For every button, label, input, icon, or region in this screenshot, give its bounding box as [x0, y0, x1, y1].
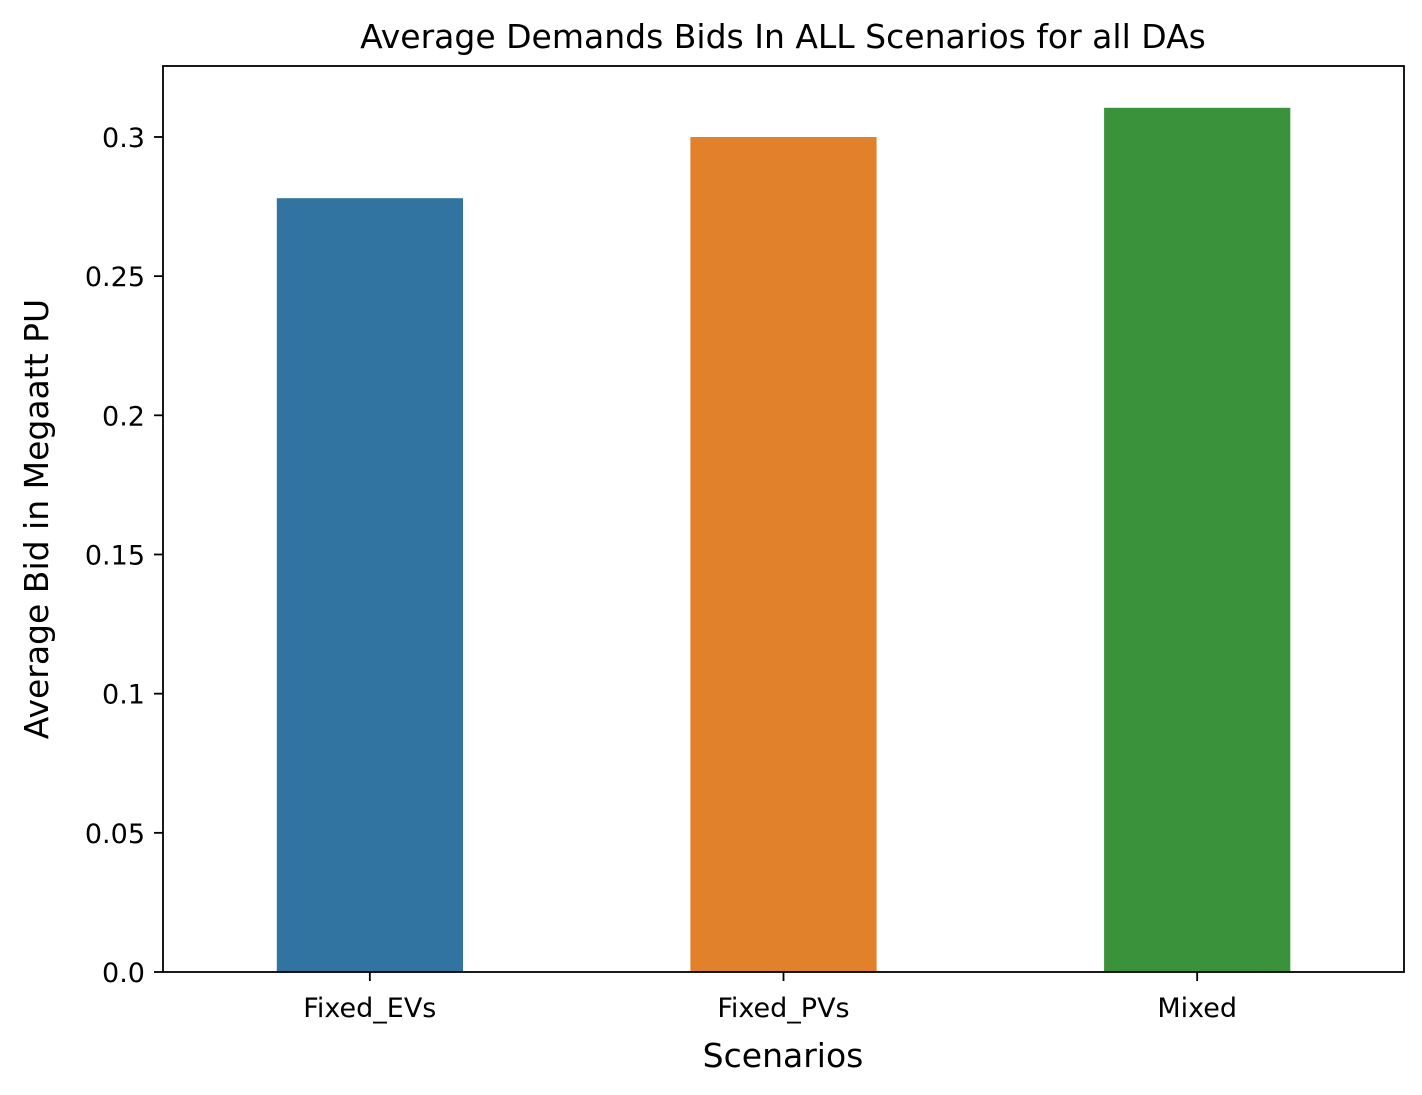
plot-frame [162, 65, 1405, 973]
y-tick-label: 0.2 [102, 401, 145, 432]
bar-fixed-evs [276, 198, 463, 972]
y-tick-label: 0.1 [102, 680, 145, 711]
x-tick-label: Fixed_EVs [303, 993, 436, 1024]
x-tick-label: Fixed_PVs [717, 993, 849, 1024]
y-tick-label: 0.15 [85, 540, 145, 571]
x-tick-label: Mixed [1157, 993, 1237, 1024]
y-tick-label: 0.0 [102, 958, 145, 989]
y-tick-label: 0.3 [102, 123, 145, 154]
x-axis-title: Scenarios [703, 1036, 864, 1075]
y-tick-label: 0.25 [85, 262, 145, 293]
bars-layer [276, 107, 1291, 973]
y-tick-label: 0.05 [85, 819, 145, 850]
ticks-layer: Fixed_EVs Fixed_PVs Mixed 0.0 0.05 0.1 0.15 0.2… [85, 123, 1237, 1024]
bar-fixed-pvs [690, 137, 877, 972]
chart-title: Average Demands Bids In ALL Scenarios fo… [360, 17, 1206, 56]
bar-mixed [1104, 107, 1291, 973]
y-axis-title: Average Bid in Megaatt PU [17, 299, 56, 739]
